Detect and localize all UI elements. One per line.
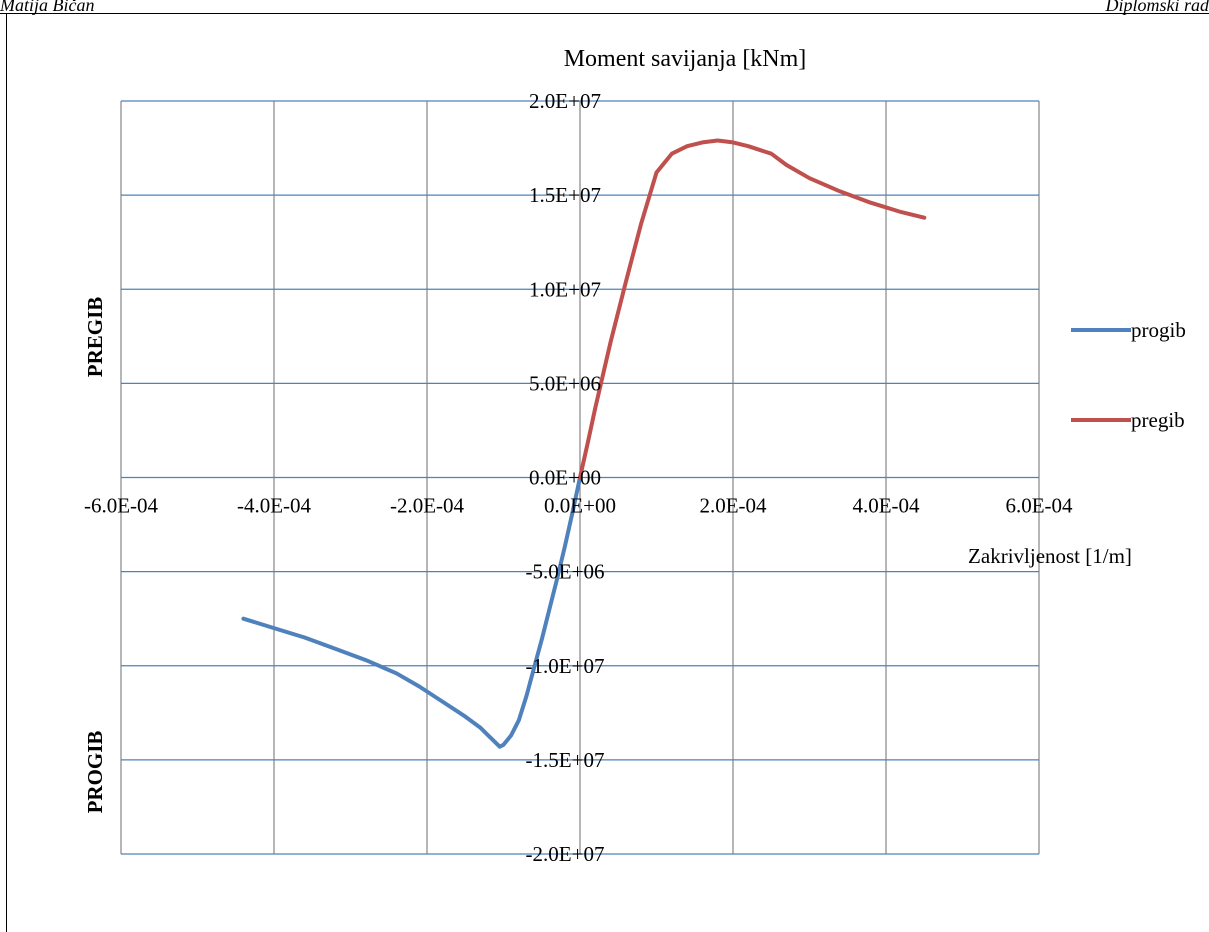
x-tick-label: -2.0E-04 (390, 494, 465, 518)
y-tick-label: 0.0E+00 (529, 466, 601, 490)
page-header-title: Diplomski rad (1105, 0, 1209, 15)
x-tick-label: 6.0E-04 (1005, 494, 1073, 518)
x-tick-label: 4.0E-04 (852, 494, 920, 518)
y-tick-label: -1.0E+07 (526, 654, 605, 678)
y-tick-label: 1.0E+07 (529, 277, 601, 301)
y-tick-label: 1.5E+07 (529, 183, 601, 207)
page-header-author: Matija Bičan (0, 0, 95, 15)
y-tick-label: -1.5E+07 (526, 748, 605, 772)
x-axis-label: Zakrivljenost [1/m] (968, 544, 1132, 568)
chart-legend: progib pregib (1071, 318, 1186, 432)
series-line-progib (241, 475, 582, 749)
x-tick-label: 2.0E-04 (699, 494, 767, 518)
header-rule (0, 13, 1209, 14)
x-tick-label: -4.0E-04 (237, 494, 312, 518)
y-axis-label-pregib: PREGIB (83, 297, 107, 378)
x-tick-label: 0.0E+00 (544, 494, 616, 518)
legend-label-progib: progib (1131, 318, 1186, 342)
x-tick-labels: -6.0E-04 -4.0E-04 -2.0E-04 0.0E+00 2.0E-04 4.… (84, 494, 1073, 518)
x-tick-label: -6.0E-04 (84, 494, 159, 518)
y-tick-label: 5.0E+06 (529, 371, 601, 395)
horizontal-gridlines (121, 100, 1039, 855)
chart-title: Moment savijanja [kNm] (564, 46, 807, 72)
margin-rule (6, 13, 7, 932)
y-tick-label: -5.0E+06 (526, 560, 605, 584)
y-axis-label-progib: PROGIB (83, 731, 107, 814)
series-lines (241, 138, 927, 749)
series-line-pregib (578, 138, 927, 480)
y-tick-label: -2.0E+07 (526, 842, 605, 866)
y-tick-labels: 2.0E+07 1.5E+07 1.0E+07 5.0E+06 0.0E+00 -5.0E… (526, 89, 605, 866)
y-tick-label: 2.0E+07 (529, 89, 601, 113)
legend-label-pregib: pregib (1131, 408, 1185, 432)
